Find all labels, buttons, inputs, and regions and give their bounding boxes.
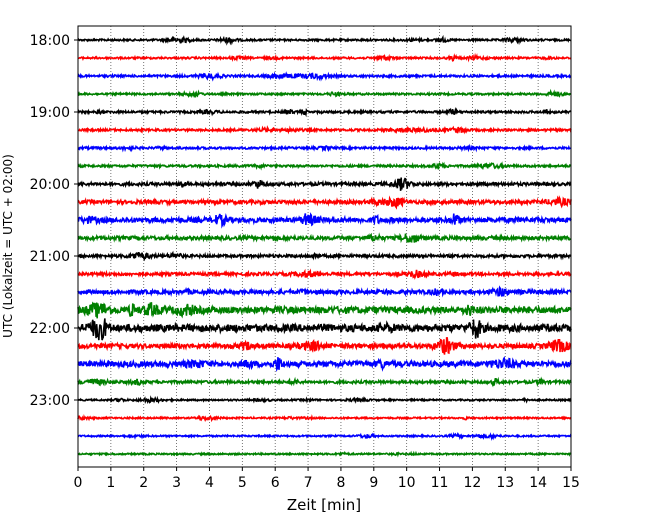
y-tick-label-2: 20:00 xyxy=(30,177,70,193)
trace-3 xyxy=(77,88,572,99)
trace-18 xyxy=(77,356,572,373)
x-tick-label-3: 3 xyxy=(172,475,181,491)
trace-15 xyxy=(77,301,572,319)
trace-19 xyxy=(77,376,572,388)
trace-23 xyxy=(77,450,572,458)
x-tick-label-5: 5 xyxy=(238,475,247,491)
trace-4 xyxy=(77,106,572,118)
trace-7 xyxy=(77,161,572,171)
y-tick-label-1: 19:00 xyxy=(30,105,70,121)
trace-12 xyxy=(77,250,572,262)
trace-8 xyxy=(77,177,572,191)
trace-22 xyxy=(77,431,572,441)
trace-20 xyxy=(78,395,572,405)
plot-frame xyxy=(77,25,572,468)
trace-2 xyxy=(77,71,572,82)
trace-10 xyxy=(77,212,572,229)
x-tick-label-4: 4 xyxy=(205,475,214,491)
x-tick-label-0: 0 xyxy=(74,475,83,491)
y-tick-label-5: 23:00 xyxy=(30,393,70,409)
trace-21 xyxy=(77,414,572,423)
x-tick-label-9: 9 xyxy=(369,475,378,491)
trace-1 xyxy=(77,52,572,63)
x-tick-label-1: 1 xyxy=(106,475,115,491)
trace-16 xyxy=(77,318,572,341)
trace-9 xyxy=(77,195,572,210)
trace-0 xyxy=(77,34,572,46)
x-tick-label-6: 6 xyxy=(271,475,280,491)
trace-5 xyxy=(78,125,572,135)
x-axis-label: Zeit [min] xyxy=(287,496,361,514)
trace-13 xyxy=(77,268,572,280)
trace-6 xyxy=(77,143,572,153)
x-tick-label-14: 14 xyxy=(529,475,547,491)
x-tick-label-15: 15 xyxy=(562,475,580,491)
x-tick-label-12: 12 xyxy=(463,475,481,491)
trace-14 xyxy=(77,285,572,298)
x-axis: 0 1 2 3 4 5 6 7 8 9 10 11 12 13 14 15 xyxy=(74,467,580,491)
y-tick-label-3: 21:00 xyxy=(30,249,70,265)
trace-group xyxy=(77,34,572,458)
y-tick-label-0: 18:00 xyxy=(30,33,70,49)
y-axis: 18:00 19:00 20:00 21:00 22:00 23:00 xyxy=(30,33,78,409)
x-tick-label-7: 7 xyxy=(304,475,313,491)
trace-11 xyxy=(77,232,572,244)
y-axis-label: UTC (Lokalzeit = UTC + 02:00) xyxy=(1,154,15,338)
trace-17 xyxy=(77,337,572,355)
x-tick-label-11: 11 xyxy=(431,475,449,491)
x-tick-label-8: 8 xyxy=(336,475,345,491)
x-tick-label-13: 13 xyxy=(496,475,514,491)
y-tick-label-4: 22:00 xyxy=(30,321,70,337)
x-tick-label-10: 10 xyxy=(398,475,416,491)
x-tick-label-2: 2 xyxy=(139,475,148,491)
